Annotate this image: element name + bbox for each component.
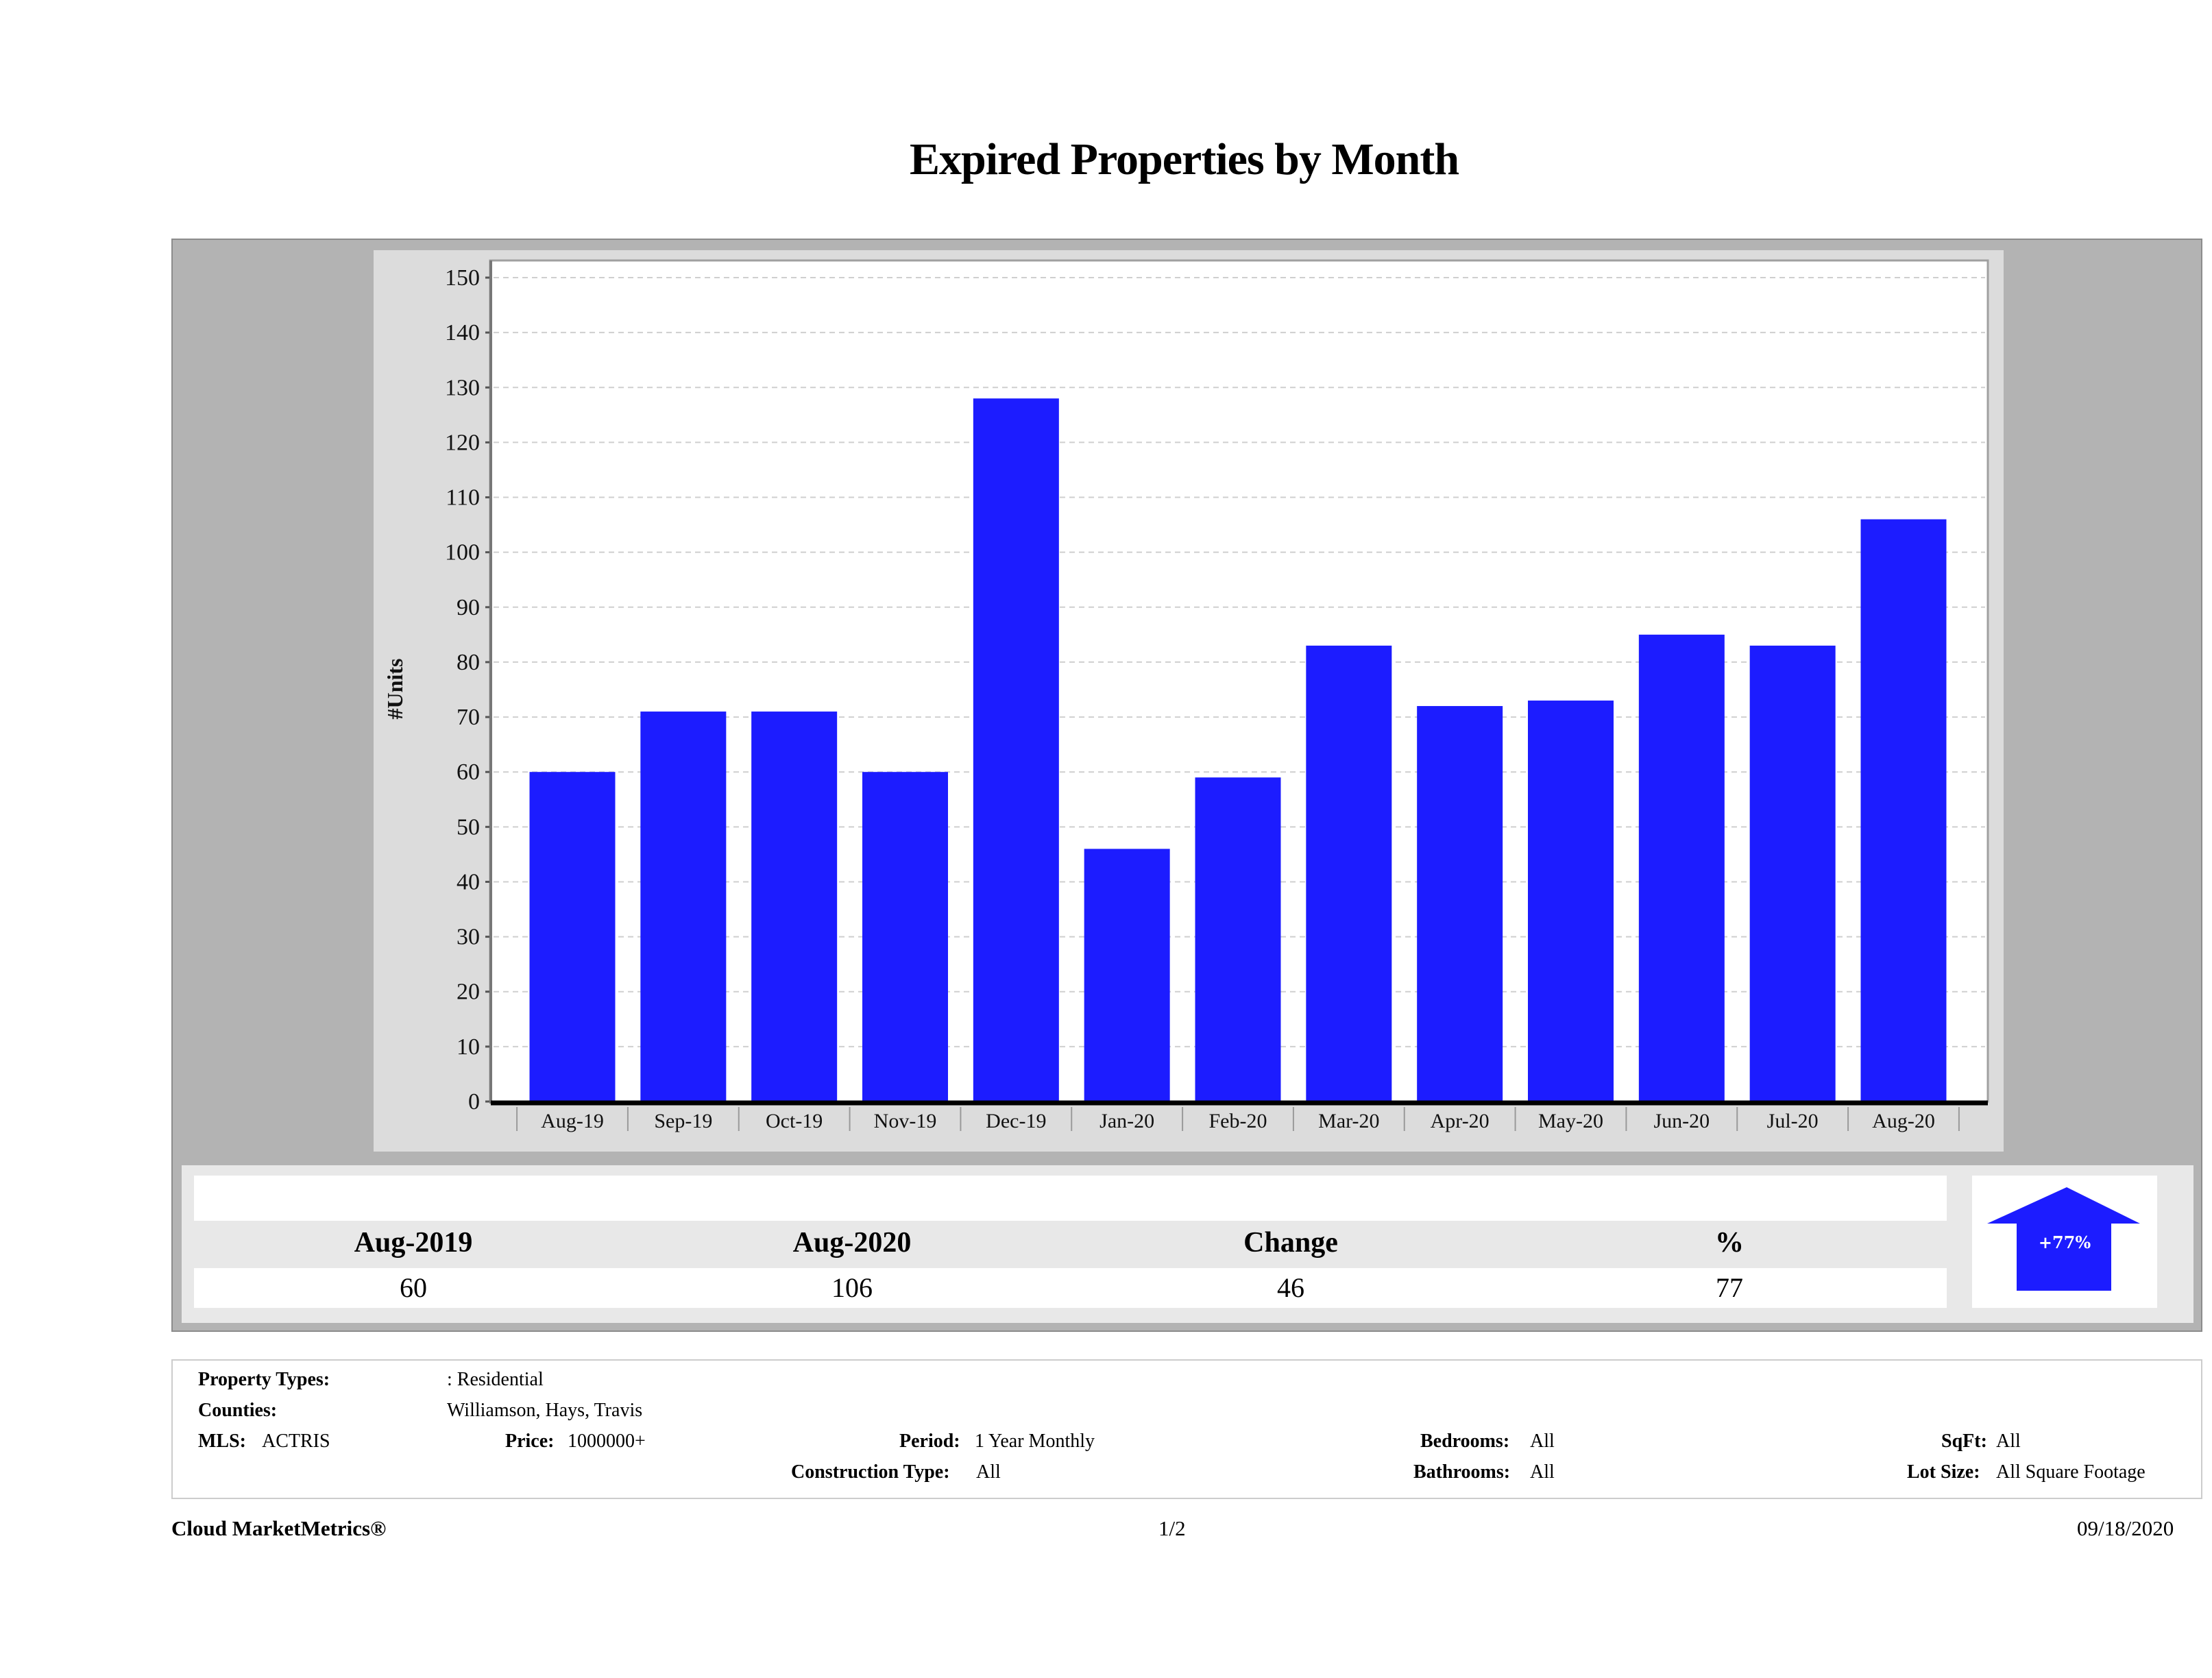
x-tick-label: Jun-20: [1653, 1110, 1710, 1132]
sqft-value: All: [1996, 1431, 2021, 1452]
summary-spacer: [194, 1176, 1947, 1221]
y-tick-label: 110: [446, 485, 480, 511]
x-axis-ticks: Aug-19 Sep-19 Oct-19 Nov-19 Dec-19 Jan-20 Feb-…: [516, 1107, 1960, 1132]
y-axis-ticks: 0 10 20 30 40 50 60 70 80 90 100 110 120 130 140 150: [445, 265, 491, 1115]
y-tick-label: 130: [445, 375, 480, 400]
x-tick-label: Feb-20: [1209, 1110, 1267, 1132]
property-types-value: : Residential: [447, 1369, 544, 1390]
bar-Sep-19: [640, 712, 727, 1102]
change-badge-label: +77%: [2039, 1232, 2091, 1252]
footer-page-number: 1/2: [1158, 1516, 1186, 1540]
summary-value-row: 60 106 46 77: [194, 1268, 1947, 1308]
x-tick-label: Aug-20: [1872, 1110, 1935, 1132]
bar-Jan-20: [1084, 849, 1170, 1102]
bar-Dec-19: [973, 398, 1059, 1102]
bathrooms-value: All: [1530, 1461, 1555, 1483]
summary-header: %: [1715, 1227, 1744, 1258]
summary-value: 46: [1277, 1272, 1304, 1303]
y-tick-label: 140: [445, 320, 480, 345]
x-tick-label: Apr-20: [1431, 1110, 1490, 1132]
summary-value: 60: [400, 1272, 427, 1303]
y-tick-label: 60: [457, 759, 480, 785]
y-tick-label: 120: [445, 430, 480, 455]
price-label: Price:: [505, 1431, 555, 1452]
construction-type-label: Construction Type:: [791, 1461, 950, 1483]
bar-Jul-20: [1749, 645, 1836, 1102]
gridlines: [494, 277, 1985, 1047]
y-tick-label: 80: [457, 650, 480, 675]
y-tick-label: 0: [468, 1089, 480, 1115]
bars: [529, 398, 1947, 1102]
x-tick-label: Aug-19: [541, 1110, 604, 1132]
property-types-label: Property Types:: [198, 1369, 330, 1390]
y-tick-label: 30: [457, 925, 480, 950]
bar-chart: 0 10 20 30 40 50 60 70 80 90 100 110 120 130 140 150 Au…: [382, 259, 1989, 1132]
summary-header-row: Aug-2019 Aug-2020 Change %: [194, 1221, 1947, 1266]
x-tick-label: Mar-20: [1318, 1110, 1379, 1132]
bar-Jun-20: [1638, 634, 1725, 1102]
summary-value: 106: [831, 1272, 873, 1303]
bar-Feb-20: [1195, 777, 1281, 1102]
bedrooms-value: All: [1530, 1431, 1555, 1452]
x-tick-label: Nov-19: [874, 1110, 937, 1132]
page-title: Expired Properties by Month: [909, 134, 1459, 184]
construction-type-value: All: [976, 1461, 1001, 1483]
bar-Oct-19: [751, 712, 838, 1102]
bar-May-20: [1528, 701, 1614, 1102]
bedrooms-label: Bedrooms:: [1420, 1431, 1510, 1452]
y-tick-label: 20: [457, 980, 480, 1005]
period-label: Period:: [899, 1431, 960, 1452]
summary-header: Change: [1243, 1227, 1338, 1258]
counties-label: Counties:: [198, 1400, 278, 1421]
footer-date: 09/18/2020: [2077, 1516, 2174, 1540]
bar-Apr-20: [1417, 706, 1503, 1102]
summary-header: Aug-2020: [792, 1227, 912, 1258]
y-tick-label: 70: [457, 705, 480, 730]
mls-label: MLS:: [198, 1431, 246, 1452]
period-value: 1 Year Monthly: [975, 1431, 1095, 1452]
footer-brand: Cloud MarketMetrics®: [171, 1516, 387, 1540]
up-arrow-icon: +77%: [1987, 1187, 2140, 1291]
x-tick-label: May-20: [1538, 1110, 1603, 1132]
bar-Nov-19: [862, 772, 948, 1102]
mls-value: ACTRIS: [262, 1431, 330, 1452]
change-badge: +77%: [1972, 1176, 2157, 1308]
summary-header: Aug-2019: [354, 1227, 473, 1258]
y-tick-label: 150: [445, 265, 480, 291]
x-tick-label: Dec-19: [986, 1110, 1046, 1132]
y-tick-label: 40: [457, 869, 480, 895]
x-tick-label: Sep-19: [654, 1110, 712, 1132]
filter-criteria: Property Types: : Residential Counties: …: [171, 1359, 2202, 1499]
lot-size-value: All Square Footage: [1996, 1461, 2146, 1483]
y-tick-label: 90: [457, 595, 480, 620]
sqft-label: SqFt:: [1941, 1431, 1987, 1452]
bar-Aug-19: [529, 772, 616, 1102]
bar-Mar-20: [1306, 645, 1392, 1102]
bar-Aug-20: [1860, 519, 1947, 1102]
y-tick-label: 10: [457, 1034, 480, 1060]
x-tick-label: Jul-20: [1767, 1110, 1819, 1132]
x-tick-label: Oct-19: [766, 1110, 823, 1132]
y-tick-label: 50: [457, 814, 480, 840]
counties-value: Williamson, Hays, Travis: [447, 1400, 643, 1421]
lot-size-label: Lot Size:: [1907, 1461, 1980, 1483]
price-value: 1000000+: [568, 1431, 646, 1452]
bathrooms-label: Bathrooms:: [1413, 1461, 1511, 1483]
summary-value: 77: [1716, 1272, 1743, 1303]
y-tick-label: 100: [445, 540, 480, 566]
x-tick-label: Jan-20: [1099, 1110, 1154, 1132]
y-axis-label: #Units: [382, 659, 407, 720]
